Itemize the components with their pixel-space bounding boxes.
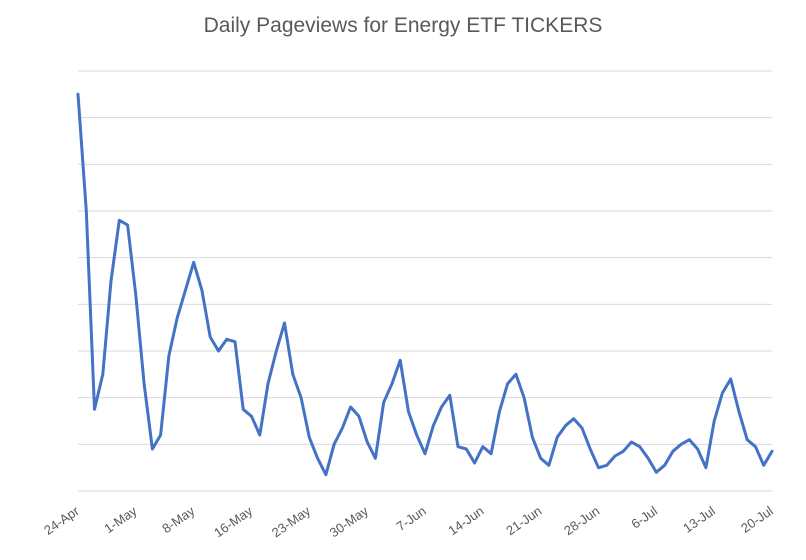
- x-tick-label: 14-Jun: [445, 503, 486, 538]
- x-tick-label: 30-May: [327, 503, 372, 540]
- series-line: [76, 92, 774, 477]
- x-tick-label: 23-May: [269, 503, 314, 540]
- series-layer: [76, 92, 774, 477]
- x-tick-label: 8-May: [159, 503, 198, 536]
- chart-title: Daily Pageviews for Energy ETF TICKERS: [203, 14, 603, 37]
- x-tick-label: 13-Jul: [680, 503, 718, 536]
- x-tick-label: 6-Jul: [628, 503, 660, 532]
- x-tick-label: 21-Jun: [503, 503, 544, 538]
- x-tick-label: 1-May: [101, 503, 140, 536]
- x-tick-label: 20-Jul: [738, 503, 776, 536]
- x-tick-label: 24-Apr: [41, 503, 82, 538]
- grid-lines: [78, 70, 772, 492]
- x-tick-label: 16-May: [211, 503, 256, 540]
- x-tick-label: 28-Jun: [561, 503, 602, 538]
- x-axis-tick-labels: 24-Apr 1-May 8-May 16-May 23-May 30-May 7-Jun 1…: [41, 503, 776, 541]
- x-tick-label: 7-Jun: [393, 503, 428, 534]
